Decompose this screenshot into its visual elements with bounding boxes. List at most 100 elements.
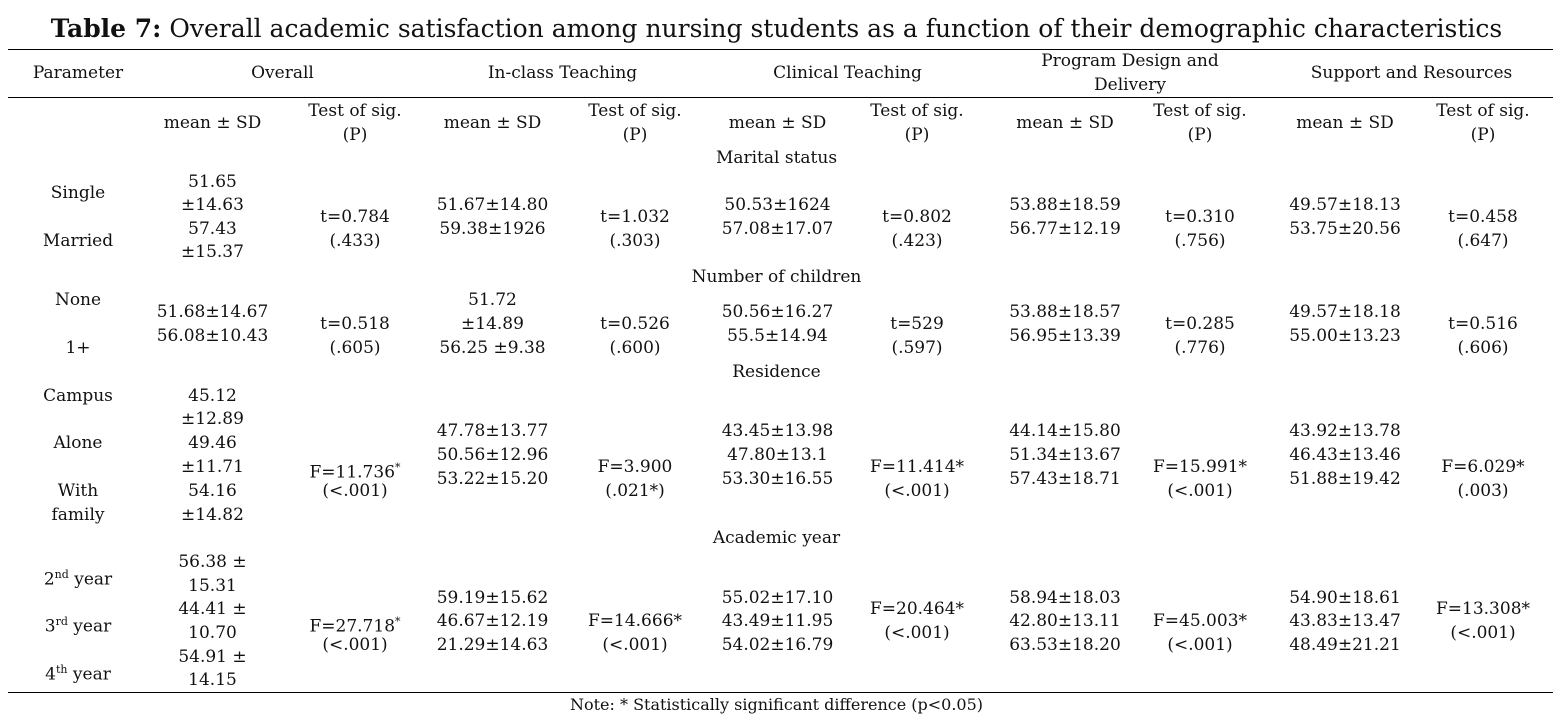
cell-support-p: (.647) <box>1457 231 1509 251</box>
cell-clinical: 50.53±1624 <box>724 195 831 215</box>
cell-program: 51.34±13.67 <box>1009 445 1121 465</box>
section-residence: Residence <box>732 362 821 382</box>
cell-support-p: (.606) <box>1457 338 1509 358</box>
cell-support: 43.92±13.78 <box>1289 421 1401 441</box>
cell-overall-p: (.605) <box>329 338 381 358</box>
cell-program: 57.43±18.71 <box>1009 469 1121 489</box>
cell-program-p: (.756) <box>1174 231 1226 251</box>
cell-program: 53.88±18.59 <box>1009 195 1121 215</box>
cell-support: 53.75±20.56 <box>1289 219 1401 239</box>
cell-support-test: F=13.308* <box>1435 599 1531 619</box>
cell-inclass-p: (.303) <box>609 231 661 251</box>
row-label-married: Married <box>42 231 114 251</box>
section-marital-status: Marital status <box>715 148 838 168</box>
cell-inclass: 51.72 <box>468 290 517 310</box>
year-number: 2 <box>43 569 55 590</box>
cell-support-test: t=0.516 <box>1448 314 1518 334</box>
header-program-line2: Delivery <box>1094 75 1166 95</box>
cell-support: 49.57±18.18 <box>1289 302 1401 322</box>
cell-overall-p: (<.001) <box>322 481 388 501</box>
section-number-of-children: Number of children <box>691 267 862 287</box>
cell-overall: 15.31 <box>188 576 237 596</box>
cell-program-p: (<.001) <box>1167 481 1233 501</box>
cell-clinical: 57.08±17.07 <box>721 219 834 239</box>
header-overall: Overall <box>251 63 314 83</box>
cell-overall: 56.38 ± <box>178 552 247 572</box>
cell-inclass: 59.19±15.62 <box>436 588 549 608</box>
header-support: Support and Resources <box>1310 63 1513 83</box>
cell-inclass: ±14.89 <box>461 314 524 334</box>
cell-overall-test: F=27.718* <box>290 610 420 639</box>
subheader-p: (P) <box>1187 125 1213 145</box>
subheader-p: (P) <box>904 125 930 145</box>
subheader-p: (P) <box>342 125 368 145</box>
cell-overall: 45.12 <box>188 386 237 406</box>
cell-overall-p: (.433) <box>329 231 381 251</box>
section-academic-year: Academic year <box>712 528 841 548</box>
cell-inclass: 50.56±12.96 <box>436 445 549 465</box>
cell-program-test: t=0.310 <box>1165 207 1235 227</box>
cell-support-p: (.003) <box>1457 481 1509 501</box>
ordinal-suffix: rd <box>55 615 68 628</box>
subheader-mean-sd: mean ± SD <box>1296 113 1394 133</box>
cell-clinical: 43.45±13.98 <box>721 421 834 441</box>
subheader-mean-sd: mean ± SD <box>163 113 262 133</box>
cell-overall: ±12.89 <box>181 409 244 429</box>
cell-overall: 49.46 <box>188 433 237 453</box>
cell-program-p: (.776) <box>1174 338 1226 358</box>
cell-overall: ±14.63 <box>181 195 244 215</box>
cell-overall: ±14.82 <box>181 505 244 525</box>
row-label-1plus: 1+ <box>65 338 91 358</box>
cell-program-test: t=0.285 <box>1165 314 1235 334</box>
ordinal-suffix: th <box>55 663 68 676</box>
cell-program: 56.77±12.19 <box>1009 219 1121 239</box>
subheader-mean-sd: mean ± SD <box>728 113 827 133</box>
cell-overall-test: t=0.784 <box>320 207 390 227</box>
year-number: 3 <box>44 616 56 637</box>
cell-clinical-p: (.597) <box>891 338 943 358</box>
cell-inclass: 21.29±14.63 <box>436 635 549 655</box>
header-inclass: In-class Teaching <box>487 63 638 83</box>
cell-support: 43.83±13.47 <box>1289 611 1401 631</box>
cell-clinical: 50.56±16.27 <box>721 302 834 322</box>
subheader-test: Test of sig. <box>1436 101 1530 121</box>
row-label-3rd-year: 3rd year <box>8 610 148 639</box>
subheader-test: Test of sig. <box>870 101 964 121</box>
cell-clinical-test: F=11.414* <box>869 457 965 477</box>
cell-program: 53.88±18.57 <box>1009 302 1121 322</box>
cell-support: 48.49±21.21 <box>1289 635 1401 655</box>
subheader-p: (P) <box>622 125 648 145</box>
header-rule <box>8 97 1553 98</box>
ordinal-suffix: nd <box>54 568 69 581</box>
cell-overall-p: (<.001) <box>322 635 388 655</box>
cell-inclass-test: F=3.900 <box>597 457 673 477</box>
cell-overall: 51.65 <box>188 172 237 192</box>
cell-program: 42.80±13.11 <box>1009 611 1121 631</box>
cell-inclass-p: (.600) <box>609 338 661 358</box>
cell-clinical: 54.02±16.79 <box>721 635 834 655</box>
cell-program: 63.53±18.20 <box>1009 635 1121 655</box>
cell-program-p: (<.001) <box>1167 635 1233 655</box>
cell-overall: 51.68±14.67 <box>156 302 269 322</box>
cell-inclass-test: F=14.666* <box>587 611 683 631</box>
cell-clinical-p: (<.001) <box>884 481 950 501</box>
header-parameter: Parameter <box>32 63 124 83</box>
cell-clinical-p: (<.001) <box>884 623 950 643</box>
year-word: year <box>67 616 112 637</box>
cell-support-test: t=0.458 <box>1448 207 1518 227</box>
cell-inclass: 56.25 ±9.38 <box>439 338 546 358</box>
cell-overall: 10.70 <box>188 623 237 643</box>
cell-clinical-p: (.423) <box>891 231 943 251</box>
cell-inclass-test: t=0.526 <box>600 314 670 334</box>
cell-overall: 14.15 <box>188 670 237 690</box>
cell-support: 55.00±13.23 <box>1289 326 1401 346</box>
cell-overall-test: t=0.518 <box>320 314 390 334</box>
cell-overall: 54.91 ± <box>178 647 247 667</box>
subheader-p: (P) <box>1470 125 1496 145</box>
top-rule <box>8 49 1553 50</box>
cell-clinical: 55.5±14.94 <box>727 326 828 346</box>
test-statistic: F=11.736 <box>309 462 396 483</box>
cell-inclass: 47.78±13.77 <box>436 421 549 441</box>
cell-clinical: 47.80±13.1 <box>727 445 828 465</box>
year-word: year <box>68 569 113 590</box>
